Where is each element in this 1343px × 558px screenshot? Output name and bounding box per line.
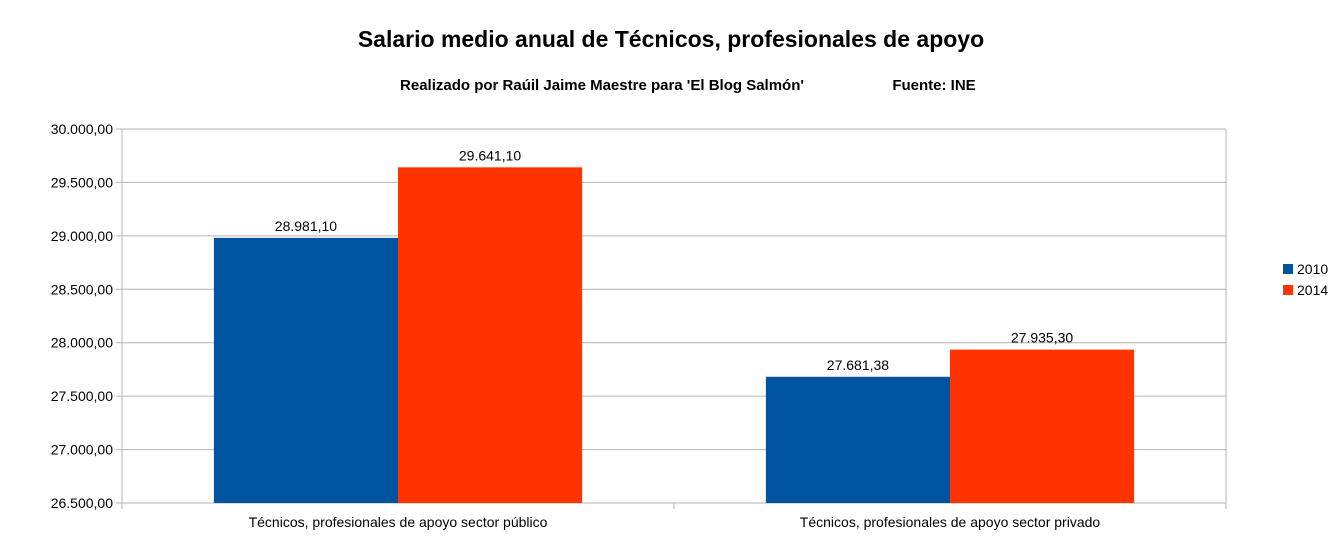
data-label: 29.641,10 — [459, 147, 521, 163]
y-tick-label: 28.500,00 — [51, 281, 113, 297]
y-tick-label: 26.500,00 — [51, 495, 113, 511]
legend: 2010 2014 — [1283, 261, 1328, 298]
data-label: 27.935,30 — [1011, 330, 1073, 346]
chart-subtitle-author: Realizado por Raúil Jaime Maestre para '… — [400, 77, 804, 94]
bar-2014-1 — [398, 167, 583, 504]
x-category-label: Técnicos, profesionales de apoyo sector … — [800, 514, 1101, 530]
y-tick-label: 29.000,00 — [51, 228, 113, 244]
bar-2014-2 — [950, 349, 1135, 503]
data-label: 27.681,38 — [827, 357, 889, 373]
chart-title: Salario medio anual de Técnicos, profesi… — [358, 26, 984, 52]
data-label: 28.981,10 — [275, 218, 337, 234]
legend-label: 2014 — [1297, 282, 1328, 298]
bar-2010-2 — [765, 376, 950, 503]
y-tick-label: 27.500,00 — [51, 388, 113, 404]
chart-subtitle-source: Fuente: INE — [892, 77, 975, 94]
y-tick-label: 30.000,00 — [51, 121, 113, 137]
plot-area: 30.000,00 29.500,00 29.000,00 28.500,00 28.0… — [51, 121, 1227, 530]
legend-swatch-2014 — [1283, 285, 1293, 295]
legend-label: 2010 — [1297, 261, 1328, 277]
legend-swatch-2010 — [1283, 264, 1293, 274]
y-tick-label: 28.000,00 — [51, 335, 113, 351]
bar-2010-1 — [213, 237, 398, 503]
y-tick-label: 29.500,00 — [51, 174, 113, 190]
y-tick-label: 27.000,00 — [51, 442, 113, 458]
x-category-label: Técnicos, profesionales de apoyo sector … — [249, 514, 548, 530]
